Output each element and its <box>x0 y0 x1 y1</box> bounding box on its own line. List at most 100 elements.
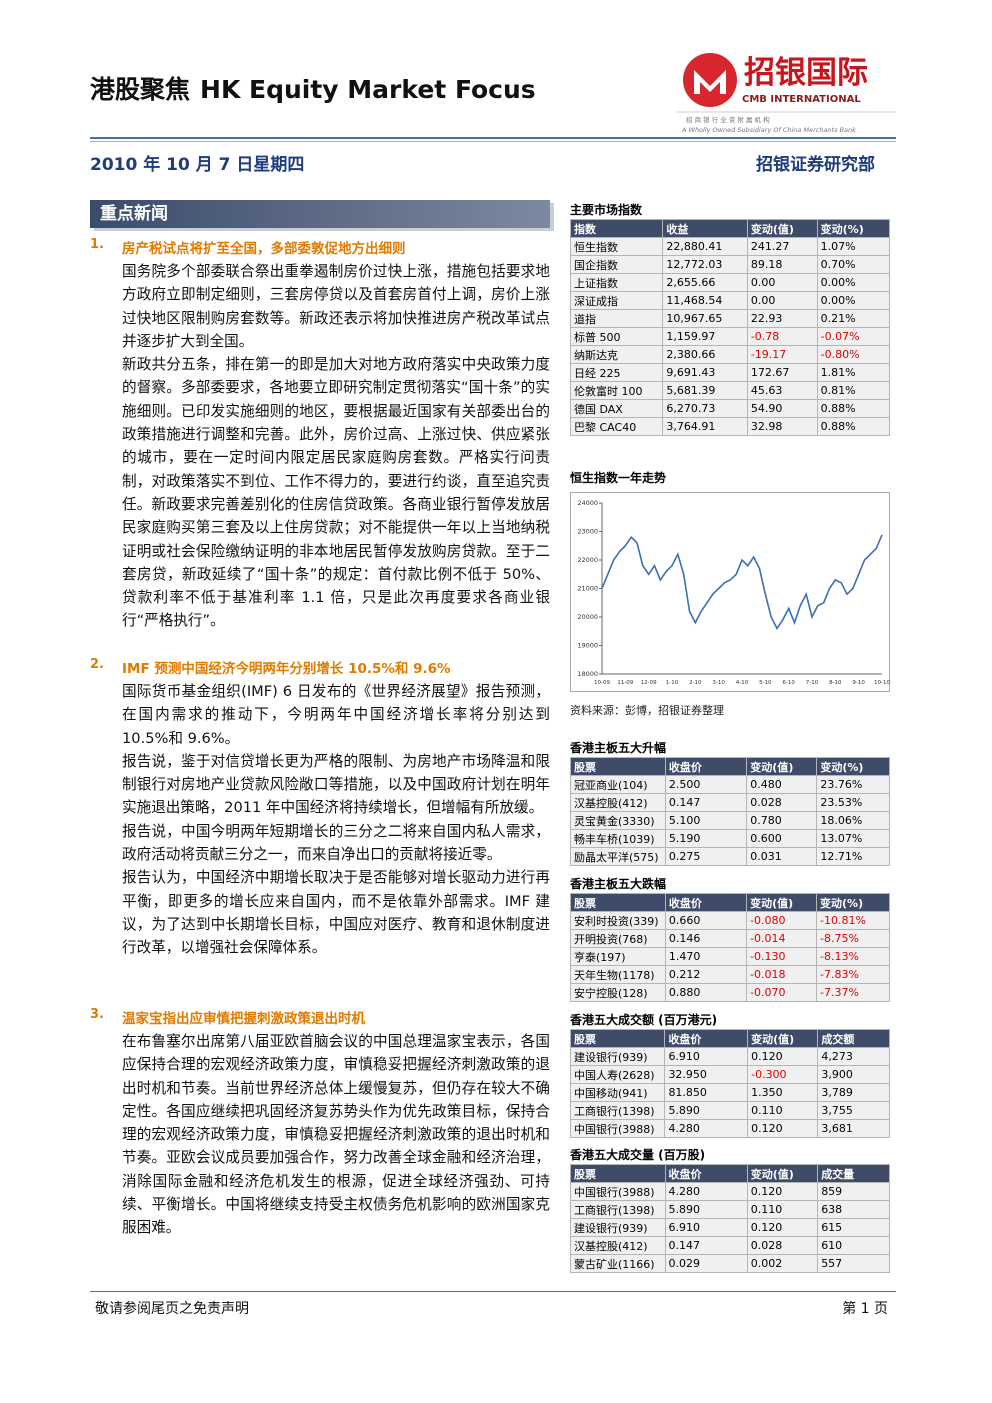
cell: 国企指数 <box>569 255 664 274</box>
cell: 4,273 <box>817 1047 890 1066</box>
cell: -0.130 <box>746 947 818 966</box>
cell: 日经 225 <box>569 363 664 382</box>
header-rule <box>90 141 896 142</box>
cell: -0.78 <box>746 327 818 346</box>
chart-frame <box>570 492 890 692</box>
cell: 中国移动(941) <box>569 1083 666 1102</box>
cell: 2,655.66 <box>662 273 748 292</box>
row: 工商银行(1398) 5.890 0.110 3,755 <box>569 1101 890 1120</box>
x-tick-label: 7-10 <box>806 680 819 686</box>
cell: 3,900 <box>817 1065 890 1084</box>
cell: -8.13% <box>816 947 890 966</box>
item-title: IMF 预测中国经济今明两年分别增长 10.5%和 9.6% <box>122 661 451 677</box>
y-tick-label: 22000 <box>577 556 598 564</box>
cell: 1.350 <box>747 1083 819 1102</box>
header-cell: 变动(值) <box>746 1164 819 1183</box>
cell: 蒙古矿业(1166) <box>570 1254 666 1273</box>
x-tick-label: 2-10 <box>689 680 702 686</box>
cell: 中国人寿(2628) <box>569 1065 666 1084</box>
cell: 1,159.97 <box>662 327 748 346</box>
table: 股票 收盘价 变动(值) 变动(%) 冠亚商业(104) 2.500 0.480 23.76%… <box>570 757 890 866</box>
cell: 0.00 <box>746 291 818 310</box>
paragraph: 在布鲁塞尔出席第八届亚欧首脑会议的中国总理温家宝表示，各国应保持合理的宏观经济政… <box>122 1033 550 1237</box>
header-row: 股票 收盘价 变动(值) 变动(%) <box>570 757 890 776</box>
cell: 3,789 <box>817 1083 890 1102</box>
header-cell: 收益 <box>662 219 748 238</box>
cell: 0.120 <box>747 1047 819 1066</box>
header-cell: 成交量 <box>817 1164 890 1183</box>
header-cell: 变动(%) <box>816 219 891 238</box>
header-cell: 变动(%) <box>816 893 890 912</box>
table: 股票 收盘价 变动(值) 成交量 中国银行(3988) 4.280 0.120 859 工商银行… <box>570 1164 890 1273</box>
row: 天年生物(1178) 0.212 -0.018 -7.83% <box>570 965 890 984</box>
cell: 建设银行(939) <box>570 1218 666 1237</box>
cell: 深证成指 <box>569 291 664 310</box>
cell: 22.93 <box>746 309 818 328</box>
item-body: 在布鲁塞尔出席第八届亚欧首脑会议的中国总理温家宝表示，各国应保持合理的宏观经济政… <box>122 1030 550 1240</box>
row: 巴黎 CAC40 3,764.91 32.98 0.88% <box>569 417 891 436</box>
header-row: 股票 收盘价 变动(值) 成交量 <box>570 1164 890 1183</box>
row: 冠亚商业(104) 2.500 0.480 23.76% <box>570 775 890 794</box>
cell: -0.080 <box>746 911 818 930</box>
row: 中国银行(3988) 4.280 0.120 3,681 <box>569 1119 890 1138</box>
cell: 恒生指数 <box>569 237 664 256</box>
cell: 0.002 <box>746 1254 819 1273</box>
item-title: 房产税试点将扩至全国，多部委敦促地方出细则 <box>122 241 406 257</box>
cell: 45.63 <box>746 381 818 400</box>
cell: 5.190 <box>664 829 748 848</box>
cell: -0.018 <box>746 965 818 984</box>
cell: 54.90 <box>746 399 818 418</box>
x-tick-label: 11-09 <box>617 680 633 686</box>
cell: 32.950 <box>664 1065 749 1084</box>
cell: 557 <box>817 1254 890 1273</box>
cell: 241.27 <box>746 237 818 256</box>
cell: -0.07% <box>816 327 891 346</box>
cell: 道指 <box>569 309 664 328</box>
cell: 2.500 <box>664 775 748 794</box>
cell: 巴黎 CAC40 <box>569 417 664 436</box>
cell: -7.37% <box>816 983 890 1002</box>
item-number: 2. <box>90 657 104 672</box>
cell: -19.17 <box>746 345 818 364</box>
row: 励晶太平洋(575) 0.275 0.031 12.71% <box>570 847 890 866</box>
cell: 2,380.66 <box>662 345 748 364</box>
logo-sub-en: A Wholly Owned Subsidiary Of China Merch… <box>681 126 856 134</box>
cell: 1.81% <box>816 363 891 382</box>
y-tick-label: 21000 <box>577 585 598 593</box>
cell: 冠亚商业(104) <box>570 775 666 794</box>
cell: -7.83% <box>816 965 890 984</box>
x-tick-label: 3-10 <box>712 680 725 686</box>
chart-title: 恒生指数一年走势 <box>570 471 667 485</box>
paragraph: 报告说，鉴于对信贷增长更为严格的限制、为房地产市场降温和限制银行对房地产业贷款风… <box>122 752 550 817</box>
x-tick-label: 10-10 <box>874 680 890 686</box>
cell: 0.028 <box>746 1236 819 1255</box>
market-table: 香港五大成交量 (百万股) 股票 收盘价 变动(值) 成交量 中国银行(3988) 4.28… <box>570 1147 890 1273</box>
footer-rule <box>90 1291 896 1292</box>
y-tick-label: 24000 <box>577 499 598 507</box>
cell: 0.029 <box>664 1254 748 1273</box>
cell: 23.53% <box>816 793 890 812</box>
market-table: 香港主板五大跌幅 股票 收盘价 变动(值) 变动(%) 安利时投资(339) 0.660 -0… <box>570 876 890 1002</box>
cell: 23.76% <box>816 775 890 794</box>
header-cell: 收盘价 <box>664 1029 749 1048</box>
cell: 0.88% <box>816 417 891 436</box>
paragraph: 新政共分五条，排在第一的即是加大对地方政府落实中央政策力度的督察。多部委要求，各… <box>122 356 550 630</box>
cell: 上证指数 <box>569 273 664 292</box>
row: 道指 10,967.65 22.93 0.21% <box>569 309 891 328</box>
cell: 1.07% <box>816 237 891 256</box>
cell: 3,764.91 <box>662 417 748 436</box>
row: 上证指数 2,655.66 0.00 0.00% <box>569 273 891 292</box>
header-cell: 股票 <box>570 893 666 912</box>
x-tick-label: 4-10 <box>736 680 749 686</box>
title-cn: 港股聚焦 <box>90 75 191 104</box>
cell: 18.06% <box>816 811 890 830</box>
table: 股票 收盘价 变动(值) 变动(%) 安利时投资(339) 0.660 -0.080 -10.… <box>570 893 890 1002</box>
cell: 天年生物(1178) <box>570 965 666 984</box>
line <box>601 534 883 630</box>
x-tick-label: 12-09 <box>641 680 657 686</box>
cell: 工商银行(1398) <box>570 1200 666 1219</box>
cell: -8.75% <box>816 929 890 948</box>
table-title: 主要市场指数 <box>570 203 643 217</box>
cell: 0.212 <box>664 965 748 984</box>
